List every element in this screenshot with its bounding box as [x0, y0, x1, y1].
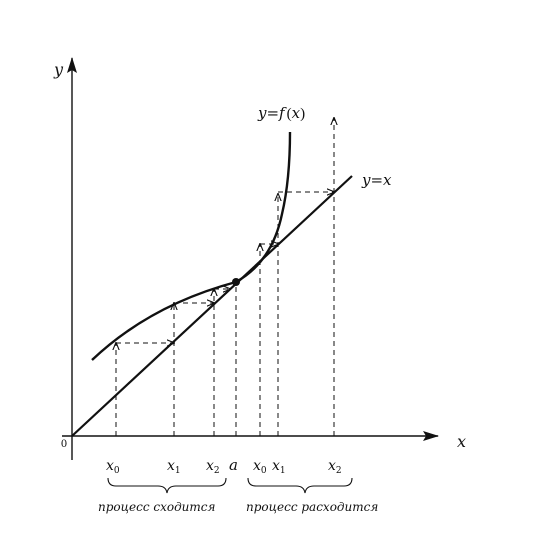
function-curve — [91, 131, 292, 361]
fixed-point-dot — [232, 278, 240, 286]
conv-x1-label: x1 — [167, 458, 181, 476]
fixed-point-label: a — [229, 456, 238, 474]
diverging-iteration — [260, 118, 334, 436]
converging-brace — [107, 477, 227, 494]
y-axis-label: y — [53, 60, 64, 79]
line-label: y=x — [361, 171, 392, 189]
curve-label: y=f (x) — [257, 104, 305, 122]
diverging-brace — [247, 477, 353, 494]
conv-x0-label: x0 — [106, 458, 120, 476]
div-x2-label: x2 — [328, 458, 342, 476]
identity-line — [71, 175, 353, 437]
origin-label: 0 — [61, 436, 67, 450]
div-x0-label: x0 — [253, 458, 267, 476]
x-axis-label: x — [457, 432, 466, 451]
div-x1-label: x1 — [272, 458, 286, 476]
conv-x2-label: x2 — [206, 458, 220, 476]
diverging-caption: процесс расходится — [246, 500, 378, 514]
converging-caption: процесс сходится — [98, 500, 216, 514]
converging-iteration — [116, 289, 230, 436]
